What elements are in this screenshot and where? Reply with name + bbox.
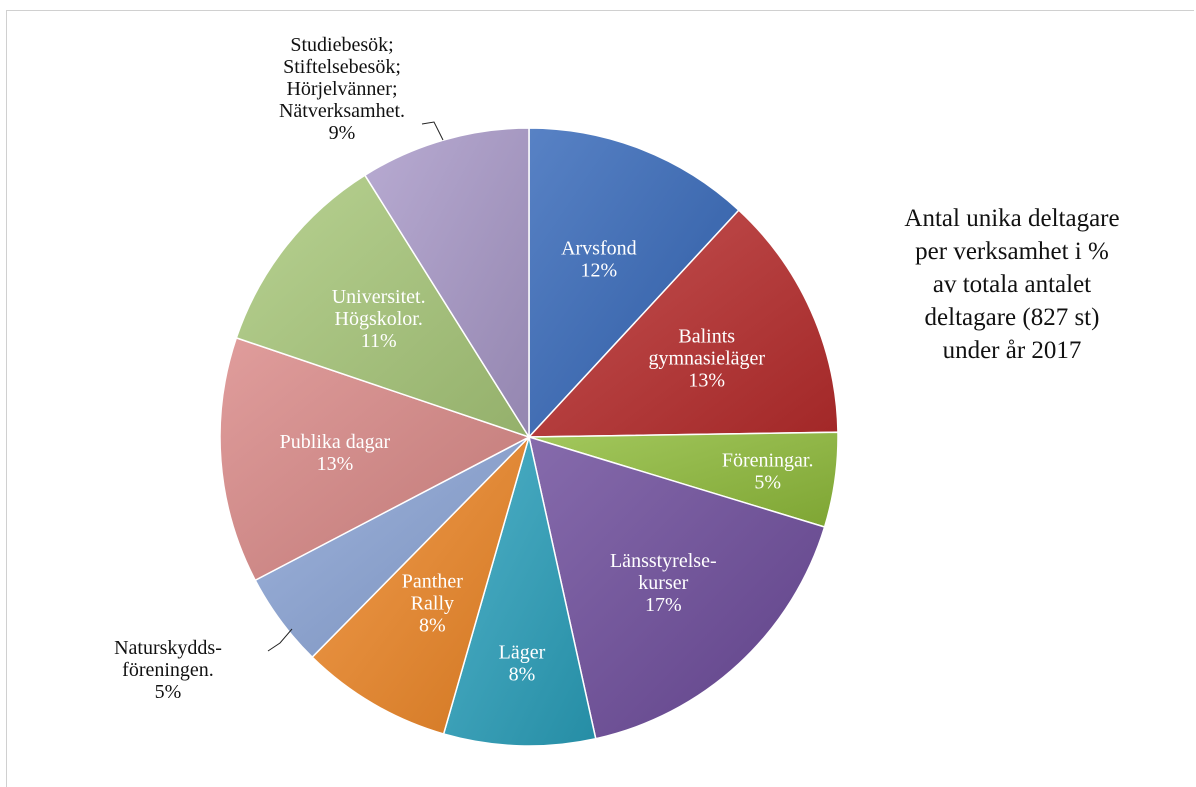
slice-label: Studiebesök; Stiftelsebesök; Hörjelvänner;… [279,34,405,144]
pie-slice [311,436,530,735]
slice-name: Föreningar. [722,450,814,472]
slice-name: Universitet. [332,286,426,308]
slice-name: Hörjelvänner; [286,78,397,100]
leader-line [267,628,293,652]
pie-slice [235,174,531,439]
pie-slice [219,336,531,582]
slice-name: Nätverksamhet. [279,100,405,122]
chart-frame [6,10,1194,787]
slice-name: Panther [402,570,463,592]
pie-slice [527,209,839,438]
slice-percent: 8% [419,614,446,636]
chart-title-line: per verksamhet i % [915,238,1109,265]
slice-name: Högskolor. [335,308,423,330]
chart-title: Antal unika deltagare per verksamhet i %… [862,202,1162,367]
slice-label: Publika dagar 13% [280,431,391,475]
slice-label: Panther Rally 8% [402,570,463,636]
slice-labels: Arvsfond 12%Balints gymnasieläger 13%Föreni… [114,34,813,703]
slice-percent: 13% [688,370,725,392]
chart-title-line: Antal unika deltagare [904,205,1120,232]
slice-percent: 5% [754,472,781,494]
slice-name: föreningen. [122,659,214,681]
slice-percent: 13% [317,453,354,475]
slice-percent: 5% [155,681,182,703]
slice-label: Balints gymnasieläger 13% [648,326,765,392]
slice-percent: 9% [329,122,356,144]
pie-slice [527,435,826,740]
slice-percent: 12% [581,260,618,282]
slice-name: Studiebesök; [290,34,393,56]
slice-name: Balints [678,326,735,348]
pie-slice [363,127,530,440]
pie-slices [219,127,839,747]
slice-name: Läger [499,641,546,663]
pie-slice [442,436,597,747]
pie-slice [528,127,740,439]
slice-percent: 8% [509,663,536,685]
chart-title-line: under år 2017 [942,337,1082,364]
slice-label: Föreningar. 5% [722,450,814,494]
slice-label: Arvsfond 12% [561,238,637,282]
slice-label: Läger 8% [499,641,546,685]
leader-lines [267,121,444,652]
slice-name: Rally [411,592,454,614]
slice-name: kurser [638,572,688,594]
slice-percent: 11% [361,330,397,352]
slice-label: Universitet. Högskolor. 11% [332,286,426,352]
slice-name: Länsstyrelse- [610,550,717,572]
slice-name: Publika dagar [280,431,391,453]
leader-line [421,121,444,141]
slice-name: gymnasieläger [648,348,765,370]
slice-label: Naturskydds-föreningen. 5% [114,637,222,703]
chart-title-line: av totala antalet [932,271,1092,298]
slice-name: Naturskydds- [114,637,222,659]
slice-name: Stiftelsebesök; [283,56,401,78]
slice-label: Länsstyrelse-kurser 17% [610,550,717,616]
slice-percent: 17% [645,594,682,616]
chart-title-line: deltagare (827 st) [924,304,1100,331]
slice-name: Arvsfond [561,238,637,260]
